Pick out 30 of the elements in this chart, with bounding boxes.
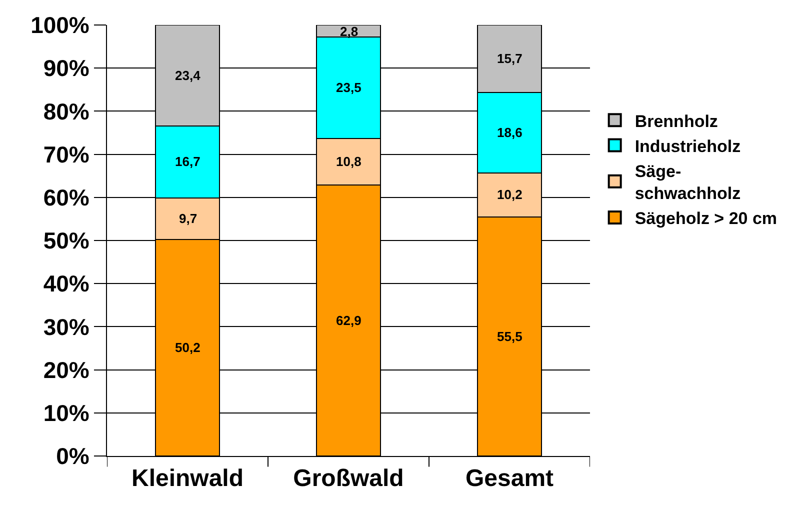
y-tick-label: 40%: [43, 270, 90, 297]
y-tick-label: 100%: [30, 12, 90, 38]
y-tick-label: 30%: [43, 314, 90, 340]
y-tick-label: 70%: [43, 141, 90, 168]
y-tick-label: 60%: [43, 184, 90, 210]
data-label: 9,7: [179, 211, 198, 226]
data-label: 62,9: [336, 313, 362, 328]
x-tick-label: Gesamt: [465, 464, 554, 492]
legend-label: Industrieholz: [634, 136, 741, 156]
legend-label: Sägeholz > 20 cm: [634, 209, 778, 228]
legend-label: Säge- schwachholz: [634, 162, 741, 204]
data-label: 18,6: [497, 125, 522, 140]
data-label: 50,2: [175, 340, 200, 355]
data-label: 23,4: [175, 68, 202, 83]
legend-label: Brennholz: [634, 112, 718, 131]
data-label: 16,7: [175, 154, 200, 169]
data-label: 55,5: [497, 329, 522, 344]
data-label: 10,2: [497, 187, 522, 202]
data-label: 2,8: [340, 24, 358, 39]
y-tick-label: 10%: [43, 400, 90, 426]
y-tick-label: 0%: [56, 443, 90, 470]
y-tick-label: 50%: [43, 228, 90, 254]
y-tick-label: 20%: [43, 356, 90, 383]
data-label: 15,7: [497, 51, 522, 66]
x-tick-label: Großwald: [293, 464, 404, 492]
data-label: 10,8: [336, 154, 362, 169]
y-tick-label: 80%: [43, 98, 90, 124]
data-label: 23,5: [336, 80, 362, 95]
y-tick-label: 90%: [43, 55, 90, 82]
x-tick-label: Kleinwald: [131, 464, 244, 492]
